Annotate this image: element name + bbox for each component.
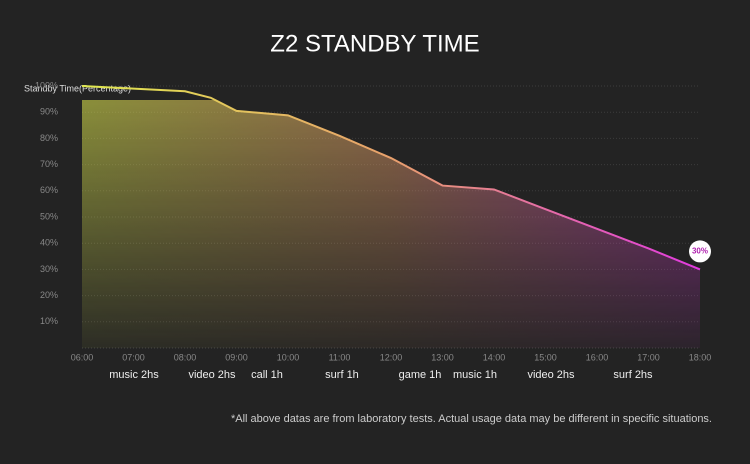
x-tick-label: 18:00: [689, 352, 712, 362]
activity-label: video 2hs: [188, 369, 236, 381]
y-tick-label: 80%: [40, 133, 58, 143]
y-tick-label: 30%: [40, 264, 58, 274]
activity-label: call 1h: [251, 369, 283, 381]
activity-label: music 1h: [453, 369, 497, 381]
y-tick-label: 50%: [40, 211, 58, 221]
activity-label: surf 1h: [325, 369, 359, 381]
x-tick-label: 17:00: [637, 352, 660, 362]
activity-label: music 2hs: [109, 369, 159, 381]
line: [81, 85, 701, 271]
x-tick-label: 06:00: [71, 352, 94, 362]
x-tick-label: 15:00: [534, 352, 557, 362]
y-tick-label: 40%: [40, 238, 58, 248]
footnote: *All above datas are from laboratory tes…: [231, 413, 712, 425]
y-tick-label: 70%: [40, 159, 58, 169]
x-tick-label: 16:00: [586, 352, 609, 362]
y-tick-label: 60%: [40, 185, 58, 195]
activity-label: video 2hs: [527, 369, 575, 381]
y-tick-label: 20%: [40, 290, 58, 300]
x-tick-label: 11:00: [329, 352, 351, 362]
x-tick-label: 07:00: [122, 352, 145, 362]
x-tick-label: 10:00: [277, 352, 300, 362]
value-label-badge: [689, 240, 711, 263]
value-label: 30%: [692, 247, 708, 256]
x-tick-label: 13:00: [431, 352, 454, 362]
y-tick-label: 100%: [35, 80, 58, 90]
x-tick-label: 12:00: [380, 352, 403, 362]
y-tick-label: 10%: [40, 316, 58, 326]
x-tick-label: 14:00: [483, 352, 506, 362]
activity-label: surf 2hs: [613, 369, 653, 381]
y-axis-label: Standby Time(Percentage): [24, 83, 131, 93]
x-tick-label: 08:00: [174, 352, 197, 362]
area-fill: [82, 86, 700, 348]
activity-label: game 1h: [399, 369, 442, 381]
x-tick-label: 09:00: [225, 352, 248, 362]
chart-title: Z2 STANDBY TIME: [270, 30, 479, 57]
y-tick-label: 90%: [40, 107, 58, 117]
